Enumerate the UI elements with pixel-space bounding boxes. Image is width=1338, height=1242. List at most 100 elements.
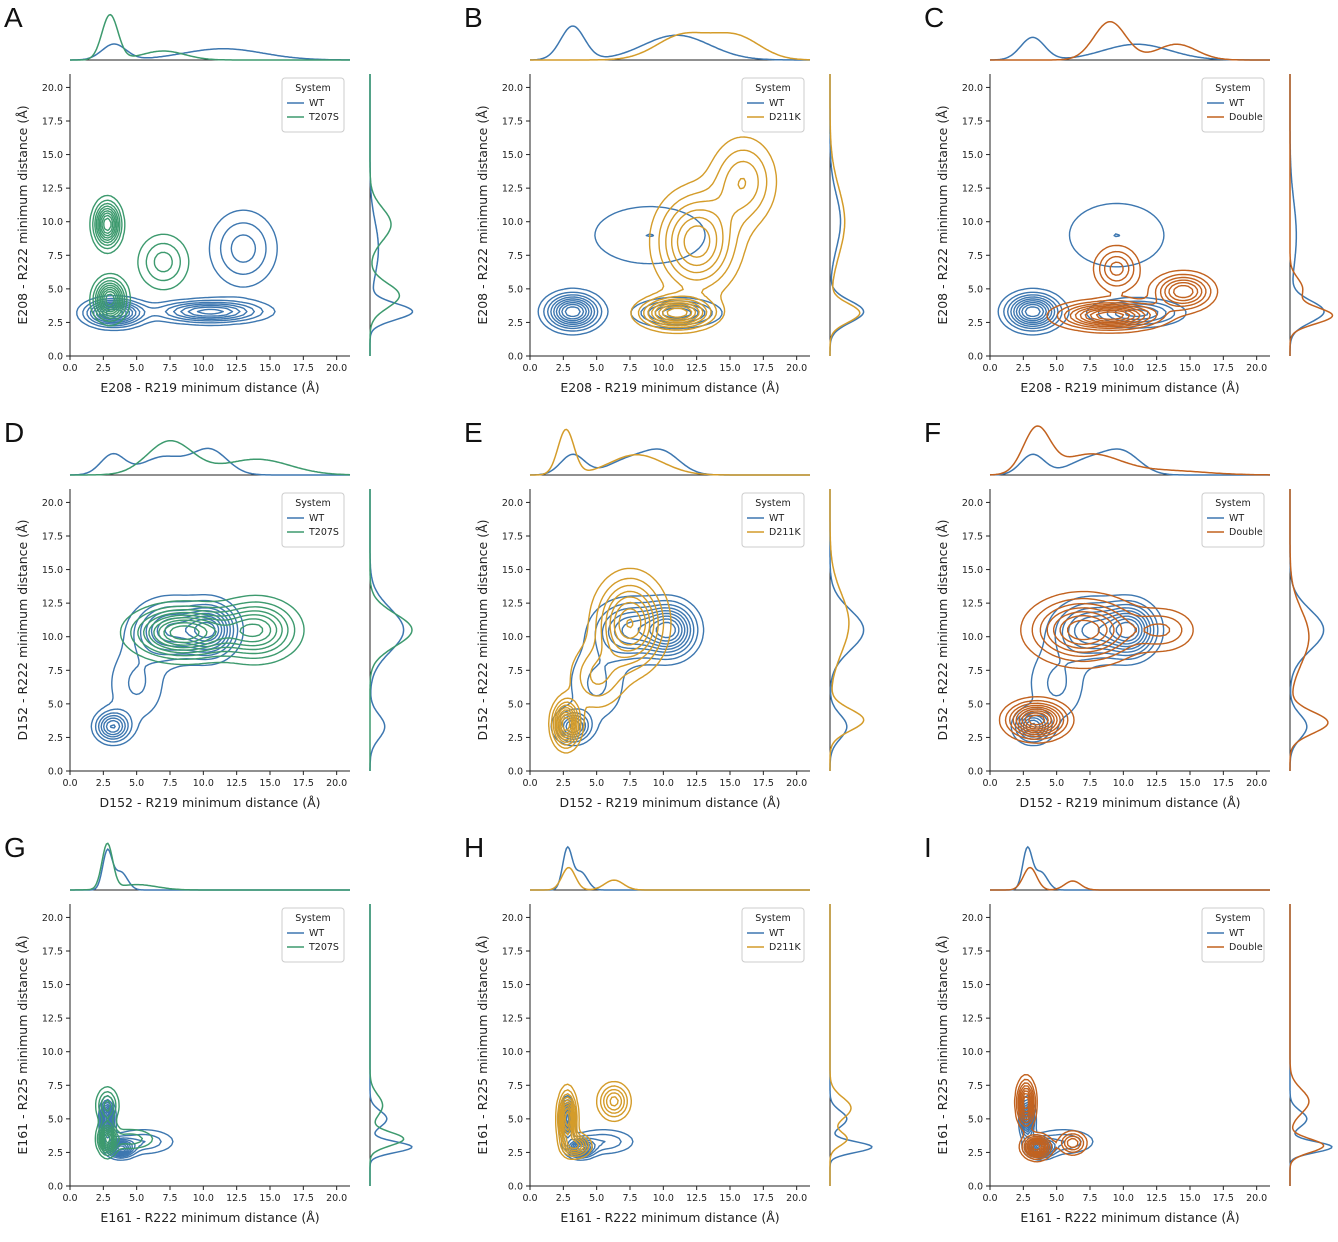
marginal-x-wt [530, 845, 810, 891]
panel-letter: D [4, 417, 25, 448]
contour-level [662, 305, 693, 320]
x-tick-label: 12.5 [1146, 1193, 1167, 1204]
x-tick-label: 10.0 [1113, 363, 1134, 374]
x-axis-label: E161 - R222 minimum distance (Å) [100, 1210, 319, 1225]
y-tick-label: 2.5 [968, 318, 983, 329]
marginal-y-wt [829, 489, 865, 771]
contour-series-wt [997, 202, 1187, 336]
x-tick-label: 17.5 [293, 778, 314, 789]
contour-level [550, 577, 665, 749]
contour-level [1032, 1143, 1042, 1151]
contour-level [1015, 300, 1050, 324]
marginal-y-wt [1289, 489, 1325, 771]
marginal-x-t207s [70, 13, 350, 61]
panel-letter: E [464, 417, 483, 448]
x-tick-label: 12.5 [1146, 778, 1167, 789]
contour-level [96, 1091, 143, 1157]
contour-level [1021, 619, 1100, 730]
contour-level [1079, 284, 1194, 325]
legend: System WT Double [1201, 907, 1265, 963]
x-tick-label: 12.5 [226, 1193, 247, 1204]
contour-level [143, 610, 283, 654]
y-tick-label: 12.5 [502, 1014, 523, 1025]
marginal-x-d211k [530, 31, 811, 61]
legend-entry-label: Double [1229, 527, 1263, 538]
contour-level [101, 214, 117, 309]
y-tick-label: 12.5 [42, 1014, 63, 1025]
legend-title: System [295, 498, 330, 509]
y-tick-label: 12.5 [962, 599, 983, 610]
contour-level [148, 614, 278, 651]
y-tick-label: 0.0 [508, 352, 523, 363]
x-tick-label: 15.0 [259, 363, 280, 374]
marginal-y-wt [369, 904, 413, 1186]
x-tick-label: 15.0 [1179, 363, 1200, 374]
y-tick-label: 17.5 [502, 532, 523, 543]
marginal-x-wt [529, 448, 810, 476]
y-tick-label: 7.5 [508, 251, 523, 262]
contour-level [1095, 311, 1125, 320]
contour-level [92, 199, 181, 322]
contour-level [98, 210, 121, 313]
legend-entry-label: Double [1229, 112, 1263, 123]
contour-level [1015, 611, 1115, 734]
legend: System WT D211K [741, 907, 805, 963]
contour-level [86, 234, 257, 327]
y-tick-label: 10.0 [962, 217, 983, 228]
chart-svg: 0.00.0 2.5 2.5 5.0 5.0 7.5 7.5 10.0 10.0 12.5 12.5… [15, 842, 413, 1225]
x-axis-label: E161 - R222 minimum distance (Å) [560, 1210, 779, 1225]
marginal-y-d211k [829, 489, 865, 771]
contour-level [1028, 714, 1046, 726]
panel-a: A 0.0 0.0 2.5 2.5 5.0 5.0 7.5 7.5 10.0 10.0 12.5 12.… [0, 0, 440, 412]
contour-level [1013, 1074, 1088, 1163]
contour-level [94, 202, 173, 320]
y-tick-label: 10.0 [502, 217, 523, 228]
contour-level [998, 590, 1194, 744]
contour-level [1020, 1090, 1046, 1155]
y-tick-label: 15.0 [502, 565, 523, 576]
x-tick-label: 0.0 [522, 1193, 537, 1204]
contour-level [654, 225, 711, 324]
y-tick-label: 12.5 [962, 1014, 983, 1025]
chart-svg: 0.00.0 2.5 2.5 5.0 5.0 7.5 7.5 10.0 10.0 12.5 12.5… [475, 428, 865, 810]
x-tick-label: 2.5 [556, 778, 571, 789]
y-axis-label: E161 - R225 minimum distance (Å) [935, 935, 950, 1154]
x-tick-label: 20.0 [1246, 778, 1267, 789]
contour-level [630, 136, 778, 335]
x-tick-label: 0.0 [62, 778, 77, 789]
contour-level [1019, 1087, 1047, 1156]
x-tick-label: 7.5 [1082, 778, 1097, 789]
x-tick-label: 12.5 [686, 1193, 707, 1204]
contour-level [94, 1086, 154, 1160]
x-tick-label: 2.5 [96, 1193, 111, 1204]
marginal-y-wt [829, 904, 873, 1186]
x-tick-label: 15.0 [719, 778, 740, 789]
contour-level [559, 618, 634, 734]
y-tick-label: 12.5 [962, 184, 983, 195]
contour-level [561, 303, 585, 320]
contour-level [1004, 597, 1183, 740]
x-tick-label: 2.5 [556, 1193, 571, 1204]
marginal-x-double [990, 866, 1270, 891]
legend-entry-label: WT [769, 928, 784, 939]
legend-box [1201, 492, 1265, 548]
panel-letter: F [924, 417, 942, 448]
legend-box [1201, 907, 1265, 963]
legend-title: System [1215, 913, 1250, 924]
contour-level [163, 622, 208, 644]
legend-entry-label: T207S [308, 527, 339, 538]
contour-series-t207s [89, 194, 190, 327]
legend-entry-label: WT [309, 928, 324, 939]
chart-svg: 0.00.0 2.5 2.5 5.0 5.0 7.5 7.5 10.0 10.0 12.5 12.5… [15, 13, 414, 395]
x-tick-label: 17.5 [293, 363, 314, 374]
contour-level [82, 222, 267, 329]
contour-level [561, 717, 571, 731]
marginal-y-double [1289, 489, 1329, 771]
y-tick-label: 7.5 [48, 666, 63, 677]
y-tick-label: 17.5 [42, 947, 63, 958]
x-tick-label: 15.0 [719, 363, 740, 374]
y-axis-label: D152 - R222 minimum distance (Å) [475, 520, 490, 741]
legend-entry-label: T207S [308, 112, 339, 123]
y-tick-label: 0.0 [48, 767, 63, 778]
